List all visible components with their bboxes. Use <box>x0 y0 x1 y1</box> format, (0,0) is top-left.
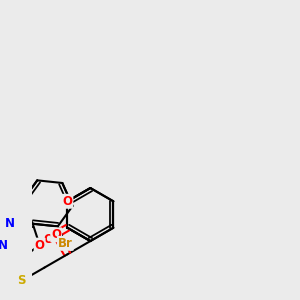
Text: N: N <box>5 217 15 230</box>
Text: S: S <box>17 274 26 287</box>
Text: O: O <box>43 232 53 246</box>
Text: O: O <box>34 238 45 252</box>
Text: O: O <box>51 228 61 241</box>
Text: O: O <box>62 195 72 208</box>
Text: Br: Br <box>58 237 73 250</box>
Text: N: N <box>0 238 8 252</box>
